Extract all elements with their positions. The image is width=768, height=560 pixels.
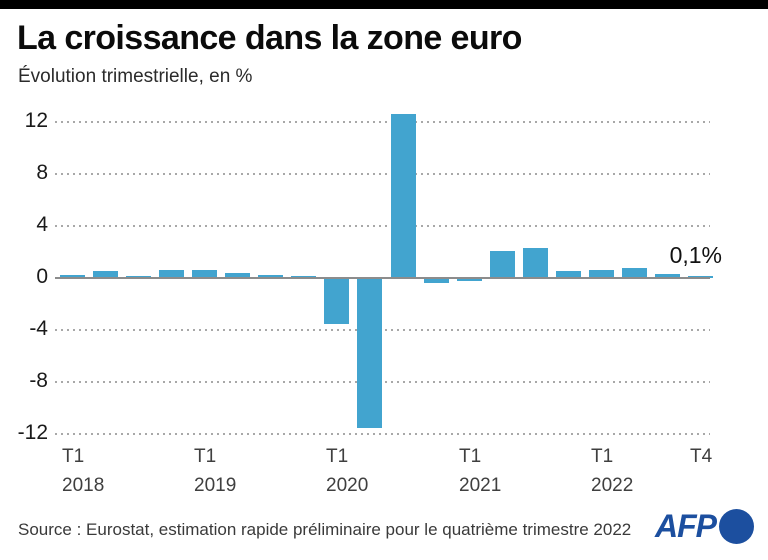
y-tick-label: 12 [24, 109, 48, 132]
bar-t3-2019 [258, 275, 283, 278]
x-tick-label-t1-2018: T1 2018 [62, 442, 104, 500]
bar-t4-2018 [159, 270, 184, 278]
bar-t2-2020 [357, 278, 382, 428]
afp-logo: AFP [655, 506, 754, 546]
top-accent-bar [0, 0, 768, 9]
last-value-annotation: 0,1% [669, 242, 722, 268]
y-tick-label: 8 [36, 161, 48, 184]
x-tick-quarter: T1 [62, 446, 85, 467]
bar-t1-2021 [457, 278, 482, 281]
bar-t4-2020 [424, 278, 449, 283]
x-tick-label-t1-2021: T1 2021 [459, 442, 501, 500]
gridline [55, 433, 710, 435]
x-tick-label-t4: T4 [690, 442, 712, 471]
bar-t1-2018 [60, 275, 85, 278]
bar-t2-2021 [490, 251, 515, 278]
afp-logo-dot-icon [719, 508, 754, 544]
bar-t1-2022 [589, 270, 614, 278]
bar-t2-2018 [93, 271, 118, 278]
x-tick-year: 2021 [459, 475, 502, 496]
bar-t3-2021 [523, 248, 548, 278]
gridline [55, 381, 710, 383]
y-tick-label: -12 [17, 421, 48, 444]
x-axis-line [55, 277, 710, 279]
x-tick-quarter: T1 [591, 446, 614, 467]
x-tick-quarter: T4 [690, 446, 713, 467]
x-tick-year: 2018 [62, 475, 105, 496]
bar-t1-2019 [192, 270, 217, 278]
y-tick-label: 0 [36, 265, 48, 288]
x-tick-quarter: T1 [459, 446, 482, 467]
x-tick-label-t1-2020: T1 2020 [326, 442, 368, 500]
x-tick-quarter: T1 [194, 446, 217, 467]
x-tick-year: 2019 [194, 475, 237, 496]
x-tick-label-t1-2019: T1 2019 [194, 442, 236, 500]
bar-t3-2020 [391, 114, 416, 278]
y-tick-label: -8 [29, 369, 48, 392]
afp-logo-text: AFP [655, 507, 717, 544]
source-note: Source : Eurostat, estimation rapide pré… [18, 520, 632, 539]
x-tick-year: 2020 [326, 475, 369, 496]
bar-t3-2022 [655, 274, 680, 278]
chart-subtitle: Évolution trimestrielle, en % [18, 66, 253, 87]
y-tick-label: 4 [36, 213, 48, 236]
gridline [55, 225, 710, 227]
chart-title: La croissance dans la zone euro [17, 19, 522, 57]
bar-t1-2020 [324, 278, 349, 324]
gridline [55, 121, 710, 123]
x-tick-year: 2022 [591, 475, 634, 496]
gridline [55, 173, 710, 175]
gridline [55, 329, 710, 331]
bar-t2-2019 [225, 273, 250, 278]
bar-t4-2021 [556, 271, 581, 278]
bar-t2-2022 [622, 268, 647, 278]
x-tick-quarter: T1 [326, 446, 349, 467]
y-tick-label: -4 [29, 317, 48, 340]
x-tick-label-t1-2022: T1 2022 [591, 442, 633, 500]
